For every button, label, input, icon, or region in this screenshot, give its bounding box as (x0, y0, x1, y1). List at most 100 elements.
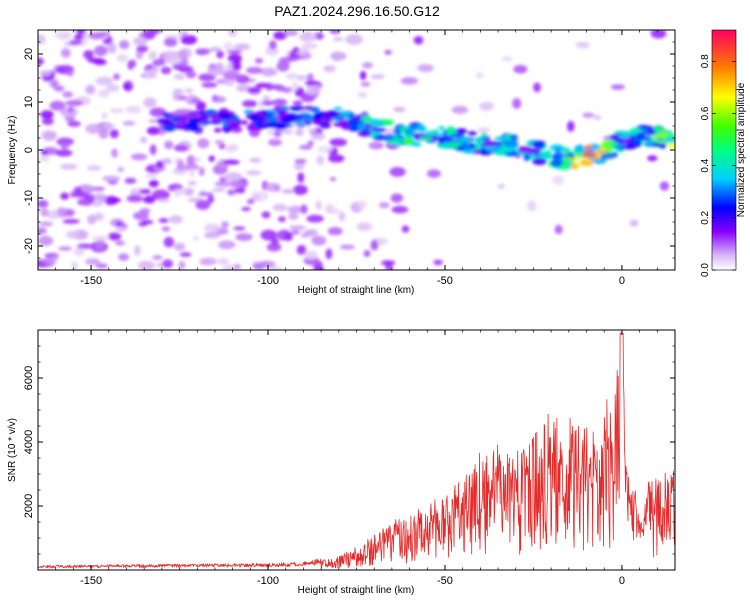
spectrogram-cell (148, 50, 157, 60)
spectrogram-cell (233, 43, 251, 51)
spectrogram-cell (126, 194, 144, 203)
spectrogram-cell (300, 204, 308, 214)
spectrogram-cell (178, 48, 192, 59)
spectrogram-cell (178, 260, 186, 270)
spectrogram-cell (389, 167, 406, 177)
spectrogram-cell (650, 30, 667, 39)
spectrogram-cell (583, 145, 593, 151)
spectrogram-cell (205, 109, 218, 116)
y-tick-label: -20 (23, 238, 35, 254)
spectrogram-cell (323, 65, 336, 73)
spectrogram-cell (362, 62, 373, 69)
x-tick-label: -150 (80, 275, 102, 287)
spectrogram-cell (289, 50, 298, 59)
spectrogram-cell (268, 40, 277, 50)
spectrogram-cell (371, 119, 380, 127)
spectrogram-cell (60, 48, 71, 58)
spectrogram-cell (91, 235, 110, 241)
snr-series-line (38, 332, 675, 569)
spectrogram-cell (83, 50, 94, 60)
x-tick-label: 0 (619, 575, 625, 587)
spectrogram-cell (360, 81, 371, 87)
spectrogram-cell (274, 122, 288, 131)
x-tick-label: -50 (437, 275, 453, 287)
spectrogram-cell (102, 38, 111, 45)
spectrogram-cell (479, 101, 495, 111)
spectrogram-cell (38, 199, 49, 208)
spectrogram-cell (207, 66, 225, 76)
spectrogram-cell (479, 148, 488, 156)
spectrogram-cell (241, 206, 252, 212)
spectrogram-cell (550, 159, 563, 167)
spectrogram-cell (233, 226, 246, 231)
y-tick-label: 10 (23, 96, 35, 108)
spectrogram-cell (593, 114, 602, 121)
spectrogram-cell (163, 50, 178, 62)
spectrogram-cell (417, 126, 428, 132)
spectrogram-cell (58, 246, 73, 251)
spectrogram-cell (183, 187, 195, 196)
spectrogram-cell (660, 130, 667, 139)
spectrogram-cell (350, 115, 365, 120)
spectrogram-cell (400, 77, 418, 85)
spectrogram-cell (305, 84, 321, 96)
spectrogram-cell (228, 30, 238, 37)
spectrogram-cell (204, 231, 221, 239)
spectrogram-cell (42, 117, 54, 125)
spectrogram-cell (108, 232, 122, 241)
spectrogram-cell (160, 66, 172, 75)
snr-y-axis-label: SNR (10 * v/v) (7, 418, 18, 482)
spectrogram-cell (509, 134, 519, 142)
spectrogram-cell (176, 159, 185, 169)
spectrogram-cell (173, 110, 188, 116)
spectrogram-x-axis-label: Height of straight line (km) (298, 285, 415, 296)
spectrogram-cell (327, 227, 343, 236)
spectrogram-cell (304, 120, 312, 126)
spectrogram-cell (289, 105, 306, 111)
spectrogram-cell (340, 110, 351, 117)
spectrogram-cell (144, 173, 159, 179)
spectrogram-cell (297, 172, 305, 184)
spectrogram-cell (151, 189, 170, 201)
spectrogram-cell (163, 37, 178, 47)
spectrogram-cell (222, 70, 241, 81)
spectrogram-cell (51, 81, 58, 87)
spectrogram-cell (272, 98, 288, 106)
spectrogram-cell (574, 144, 585, 153)
colorbar-tick-label: 0.6 (700, 106, 711, 120)
spectrogram-cell (135, 50, 144, 60)
spectrogram-cell (298, 32, 317, 43)
spectrogram-cell (109, 107, 125, 114)
spectrogram-cell (113, 73, 120, 81)
spectrogram-cell (610, 84, 626, 90)
spectrogram-cell (197, 138, 210, 149)
spectrogram-cell (629, 219, 639, 227)
spectrogram-cell (193, 157, 201, 162)
spectrogram-cell (222, 264, 237, 270)
spectrogram-cell (207, 194, 214, 204)
spectrogram-cell (306, 214, 324, 223)
spectrogram-cell (658, 143, 667, 149)
spectrogram-cell (198, 166, 205, 177)
spectrogram-cell (371, 127, 387, 133)
spectrogram-cell (59, 163, 78, 170)
spectrogram-cell (247, 87, 262, 93)
spectrogram-cell (333, 37, 344, 42)
y-tick-label: 4000 (23, 430, 35, 454)
spectrogram-cell (272, 203, 288, 212)
spectrogram-cell (624, 137, 631, 144)
spectrogram-cell (356, 222, 372, 232)
y-tick-label: 6000 (23, 366, 35, 390)
spectrogram-cell (433, 259, 443, 266)
spectrogram-cell (260, 67, 278, 77)
spectrogram-cell (152, 255, 163, 260)
spectrogram-cell (118, 253, 130, 261)
spectrogram-cell (311, 235, 327, 246)
spectrogram-cell (582, 112, 595, 118)
y-tick-label: 20 (23, 48, 35, 60)
spectrogram-cell (642, 128, 649, 133)
spectrogram-cell (329, 138, 348, 147)
spectrogram-cell (273, 105, 281, 112)
spectrogram-cell (621, 143, 637, 150)
spectrogram-cell (201, 82, 218, 88)
